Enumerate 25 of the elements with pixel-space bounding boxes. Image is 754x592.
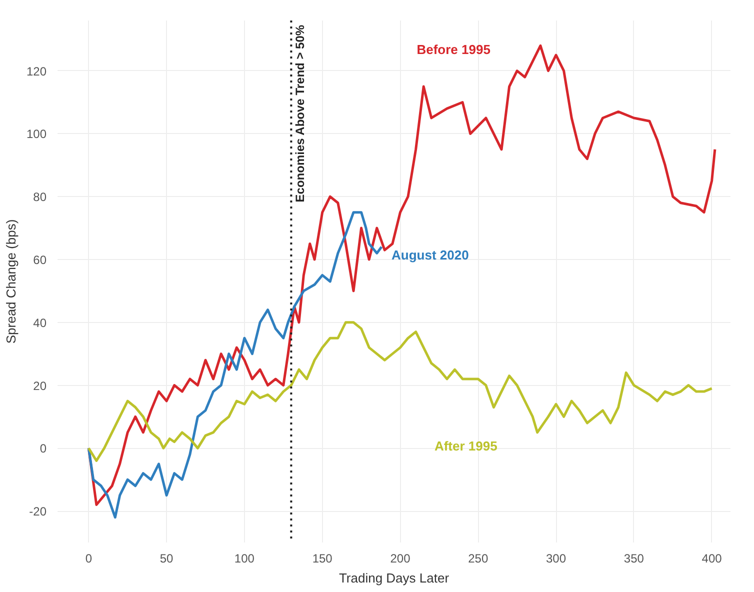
y-tick-label: 20	[33, 378, 47, 393]
y-tick-label: 80	[33, 190, 47, 204]
text: Before 1995	[416, 42, 490, 58]
x-tick-label: 350	[624, 552, 644, 566]
y-tick-label: 0	[40, 442, 47, 456]
y-tick-label: -20	[29, 504, 47, 519]
x-tick-label: 100	[234, 552, 255, 566]
x-tick-label: 150	[312, 552, 333, 566]
y-tick-label: 120	[26, 64, 47, 78]
x-tick-label: 50	[160, 552, 174, 566]
x-tick-label: 200	[390, 552, 411, 566]
x-axis-title: Trading Days Later	[338, 570, 450, 586]
line-series	[87, 321, 714, 462]
series-label: August 2020	[392, 247, 469, 262]
text: After 1995	[434, 438, 498, 454]
x-tick-label: 400	[702, 552, 722, 566]
line-series	[87, 211, 383, 519]
x-tick-label: 0	[85, 552, 92, 566]
ref-line-label: Economies Above Trend > 50%	[293, 24, 308, 202]
y-tick-label: 40	[33, 316, 47, 330]
x-tick-label: 300	[546, 552, 566, 566]
y-tick-label: 100	[26, 127, 47, 142]
y-axis-title: Spread Change (bps)	[3, 219, 18, 344]
x-tick-label: 250	[468, 552, 488, 566]
y-tick-label: 60	[33, 252, 47, 267]
